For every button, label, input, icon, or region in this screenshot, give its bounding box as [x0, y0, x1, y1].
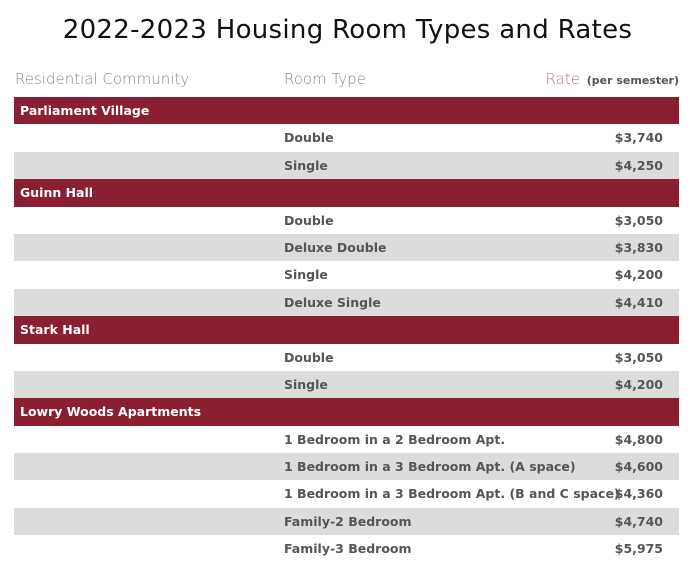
community-name: Stark Hall — [20, 322, 90, 338]
room-rate: $4,360 — [614, 486, 663, 502]
room-rate: $4,200 — [614, 267, 663, 283]
room-rate-row: Family-2 Bedroom $4,740 — [14, 507, 679, 536]
room-rate: $4,800 — [614, 431, 663, 447]
room-rate-row: Family-3 Bedroom $5,975 — [14, 535, 679, 563]
room-rate: $4,250 — [614, 157, 663, 173]
community-group-row: Stark Hall — [14, 316, 679, 344]
column-header-rate: Rate (per semester) — [546, 66, 679, 92]
room-type: Single — [284, 376, 328, 392]
room-type: Single — [284, 157, 328, 173]
room-type: Double — [284, 349, 334, 365]
room-rate-row: Deluxe Double $3,830 — [14, 233, 679, 262]
community-group-row: Lowry Woods Apartments — [14, 398, 679, 426]
room-rate-row: Single $4,200 — [14, 370, 679, 399]
room-rate: $4,740 — [614, 513, 663, 529]
room-type: Double — [284, 130, 334, 146]
community-name: Parliament Village — [20, 103, 150, 118]
room-rate: $4,600 — [614, 459, 663, 475]
community-group-row: Parliament Village — [14, 97, 679, 125]
room-type: Double — [284, 212, 334, 228]
room-type: Single — [284, 267, 328, 283]
room-rate: $5,975 — [614, 541, 663, 557]
room-rate-row: Double $3,050 — [14, 343, 679, 371]
room-rate: $3,740 — [614, 130, 663, 146]
room-rate-row: Single $4,250 — [14, 151, 679, 180]
room-rate: $4,200 — [614, 376, 663, 392]
column-header-community: Residential Community — [15, 70, 190, 88]
room-rate-row: Double $3,050 — [14, 206, 679, 234]
rate-header-note: (per semester) — [586, 74, 679, 87]
room-type: Deluxe Double — [284, 239, 387, 255]
room-rate: $3,830 — [614, 239, 663, 255]
room-rate-row: 1 Bedroom in a 2 Bedroom Apt. $4,800 — [14, 425, 679, 454]
rates-table: Parliament Village Double $3,740 Single $4,2… — [14, 97, 679, 563]
room-type: Family-3 Bedroom — [284, 541, 412, 557]
room-type: 1 Bedroom in a 3 Bedroom Apt. (A space) — [284, 459, 576, 475]
room-type: 1 Bedroom in a 3 Bedroom Apt. (B and C s… — [284, 486, 620, 502]
room-rate-row: Single $4,200 — [14, 261, 679, 289]
community-group-row: Guinn Hall — [14, 179, 679, 207]
room-type: Family-2 Bedroom — [284, 513, 412, 529]
community-name: Guinn Hall — [20, 185, 94, 201]
room-rate: $3,050 — [614, 212, 663, 228]
community-name: Lowry Woods Apartments — [20, 404, 202, 420]
room-type: Deluxe Single — [284, 294, 381, 310]
room-rate-row: Double $3,740 — [14, 124, 679, 152]
page-title: 2022-2023 Housing Room Types and Rates — [62, 15, 633, 45]
room-rate-row: Deluxe Single $4,410 — [14, 288, 679, 317]
column-header-room-type: Room Type — [284, 70, 366, 88]
room-type: 1 Bedroom in a 2 Bedroom Apt. — [284, 431, 506, 447]
room-rate: $3,050 — [614, 349, 663, 365]
room-rate-row: 1 Bedroom in a 3 Bedroom Apt. (B and C s… — [14, 480, 679, 508]
rate-header-label: Rate — [545, 70, 580, 88]
room-rate: $4,410 — [614, 294, 663, 310]
room-rate-row: 1 Bedroom in a 3 Bedroom Apt. (A space) $… — [14, 453, 679, 481]
